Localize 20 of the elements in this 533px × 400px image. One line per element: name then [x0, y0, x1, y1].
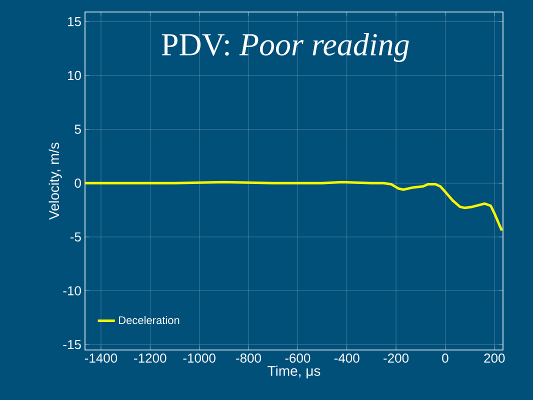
- x-tick-label: -1000: [183, 354, 216, 363]
- x-tick-label: -800: [236, 354, 262, 363]
- y-tick-label: -10: [63, 286, 81, 296]
- y-tick-label: 15: [68, 17, 81, 26]
- x-tick-label: 0: [442, 354, 448, 363]
- x-tick-label: -200: [384, 354, 409, 363]
- x-tick-label: -1200: [134, 354, 166, 363]
- y-tick-label: -5: [70, 232, 81, 242]
- x-axis-title: Time, μs: [268, 366, 320, 378]
- y-tick-label: -15: [63, 340, 81, 350]
- x-tick-label: 200: [484, 354, 505, 363]
- y-axis-title: Velocity, m/s: [48, 142, 62, 220]
- y-tick-label: 5: [74, 124, 81, 134]
- y-tick-label: 0: [74, 178, 81, 188]
- y-tick-label: 10: [68, 70, 81, 80]
- x-tick-label: -1400: [84, 354, 118, 363]
- x-tick-label: -400: [334, 354, 360, 363]
- legend-label: Deceleration: [119, 316, 180, 324]
- text: PDV: Poor reading: [162, 33, 409, 62]
- x-tick-label: -600: [285, 354, 310, 363]
